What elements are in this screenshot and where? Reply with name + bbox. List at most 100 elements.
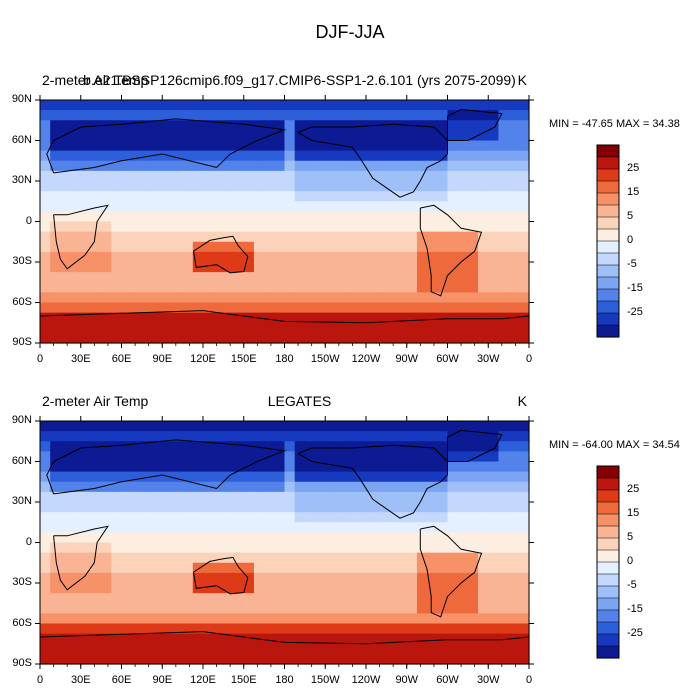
map-cell — [457, 583, 469, 594]
map-cell — [416, 502, 428, 513]
map-cell — [111, 100, 123, 111]
map-cell — [416, 653, 428, 665]
map-cell — [152, 292, 163, 304]
map-cell — [70, 522, 82, 533]
map-cell — [386, 532, 398, 544]
map-cell — [264, 603, 275, 614]
map-cell — [304, 421, 316, 432]
map-cell — [315, 512, 326, 523]
map-cell — [488, 120, 500, 131]
map-cell — [274, 461, 286, 473]
map-cell — [294, 552, 306, 564]
map-cell — [233, 312, 245, 324]
map-cell — [162, 552, 174, 564]
map-cell — [60, 562, 72, 574]
y-tick-label: 30N — [11, 174, 32, 186]
map-cell — [284, 110, 296, 121]
map-cell — [315, 120, 326, 131]
map-cell — [243, 292, 255, 304]
map-cell — [447, 100, 459, 111]
map-cell — [111, 613, 123, 625]
map-cell — [478, 100, 489, 111]
map-cell — [90, 181, 102, 192]
map-cell — [294, 332, 306, 344]
map-cell — [141, 170, 153, 182]
map-cell — [437, 302, 449, 314]
map-cell — [366, 322, 377, 334]
map-cell — [335, 502, 347, 513]
map-cell — [345, 431, 357, 442]
colorbar-swatch — [596, 549, 620, 563]
map-cell — [335, 191, 347, 202]
map-cell — [70, 231, 82, 243]
map-cell — [182, 100, 194, 111]
map-cell — [518, 522, 530, 533]
map-cell — [70, 211, 82, 223]
map-cell — [264, 312, 275, 324]
map-cell — [264, 502, 275, 513]
map-cell — [376, 231, 387, 243]
map-cell — [325, 241, 337, 253]
map-cell — [223, 451, 235, 463]
map-cell — [131, 262, 143, 273]
map-cell — [70, 191, 82, 202]
map-cell — [518, 461, 530, 473]
map-cell — [90, 272, 102, 283]
map-cell — [182, 302, 194, 314]
panel-units-label: K — [517, 72, 527, 88]
map-cell — [406, 110, 418, 121]
map-cell — [396, 251, 408, 263]
map-cell — [467, 332, 479, 344]
map-cell — [152, 231, 163, 243]
map-cell — [101, 282, 112, 293]
map-cell — [70, 451, 82, 463]
map-cell — [355, 160, 367, 172]
map-cell — [335, 491, 347, 503]
map-cell — [60, 221, 72, 233]
map-cell — [284, 181, 296, 192]
map-cell — [294, 633, 306, 645]
map-cell — [60, 211, 72, 223]
map-cell — [80, 623, 92, 635]
map-cell — [80, 110, 92, 121]
map-cell — [416, 522, 428, 533]
map-cell — [192, 593, 204, 604]
map-cell — [233, 643, 245, 655]
map-cell — [478, 211, 489, 223]
map-cell — [355, 110, 367, 121]
map-cell — [427, 431, 438, 442]
map-cell — [406, 262, 418, 273]
x-tick-label: 0 — [36, 353, 44, 365]
map-cell — [345, 100, 357, 111]
map-cell — [427, 262, 438, 273]
map-cell — [90, 623, 102, 635]
map-cell — [60, 100, 72, 111]
map-cell — [264, 120, 275, 131]
map-cell — [406, 302, 418, 314]
map-cell — [80, 522, 92, 533]
map-cell — [141, 491, 153, 503]
coastline — [193, 235, 249, 274]
map-cell — [203, 431, 214, 442]
map-cell — [131, 441, 143, 452]
x-tick-label: 90W — [395, 674, 419, 686]
map-cell — [111, 110, 123, 121]
map-cell — [131, 491, 143, 503]
map-cell — [508, 441, 520, 452]
map-cell — [101, 623, 112, 635]
map-cell — [203, 302, 214, 314]
map-cell — [182, 120, 194, 131]
map-cell — [518, 130, 530, 142]
map-cell — [223, 160, 235, 172]
map-cell — [111, 461, 123, 473]
map-cell — [172, 272, 184, 283]
map-cell — [70, 583, 82, 594]
map-cell — [437, 241, 449, 253]
map-cell — [457, 512, 469, 523]
map-cell — [253, 603, 265, 614]
map-cell — [264, 491, 275, 503]
map-cell — [478, 542, 489, 554]
map-cell — [294, 471, 306, 483]
map-cell — [274, 562, 286, 574]
map-cell — [396, 603, 408, 614]
